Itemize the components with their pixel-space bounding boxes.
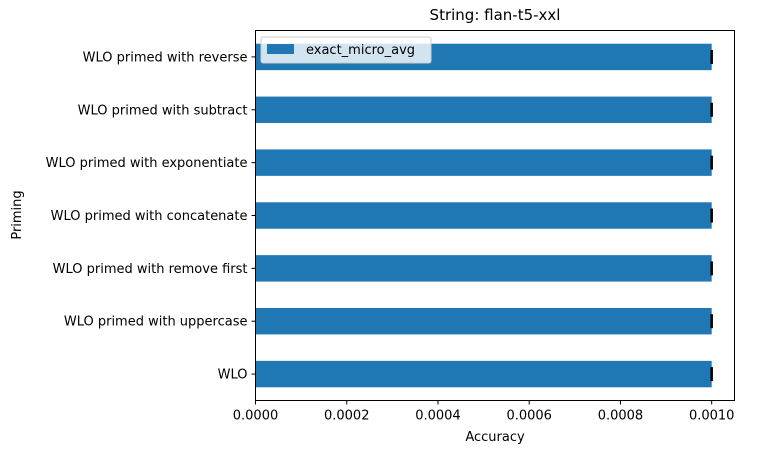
legend-label: exact_micro_avg	[306, 43, 415, 58]
y-tick-label: WLO primed with subtract	[78, 103, 248, 118]
x-tick-label: 0.0010	[689, 409, 735, 424]
y-axis-ticks: WLO WLO primed with uppercase WLO primed w…	[46, 50, 256, 383]
bar	[255, 308, 712, 335]
x-tick-label: 0.0000	[233, 409, 279, 424]
x-tick-label: 0.0008	[598, 409, 644, 424]
y-tick-label: WLO primed with remove first	[53, 262, 248, 277]
x-axis-label: Accuracy	[465, 430, 525, 445]
legend-swatch	[267, 44, 294, 54]
x-axis-ticks: 0.0000 0.0002 0.0004 0.0006 0.0008 0.0010	[233, 400, 735, 424]
bars-layer	[255, 43, 712, 388]
bar	[255, 255, 712, 282]
chart-title: String: flan-t5-xxl	[430, 6, 561, 24]
y-tick-label: WLO primed with concatenate	[51, 209, 248, 224]
bar	[255, 96, 712, 123]
legend: exact_micro_avg	[260, 36, 432, 64]
legend-box	[260, 36, 432, 64]
x-tick-label: 0.0004	[415, 409, 461, 424]
bar	[255, 202, 712, 229]
bar	[255, 360, 712, 388]
x-tick-label: 0.0002	[324, 409, 370, 424]
x-tick-label: 0.0006	[506, 409, 552, 424]
error-bars-layer	[710, 49, 713, 382]
bar	[255, 149, 712, 176]
y-tick-label: WLO primed with uppercase	[64, 315, 248, 330]
y-tick-label: WLO primed with exponentiate	[46, 156, 248, 171]
y-axis-label: Priming	[10, 190, 25, 239]
y-tick-label: WLO	[218, 368, 248, 383]
y-tick-label: WLO primed with reverse	[83, 50, 248, 65]
